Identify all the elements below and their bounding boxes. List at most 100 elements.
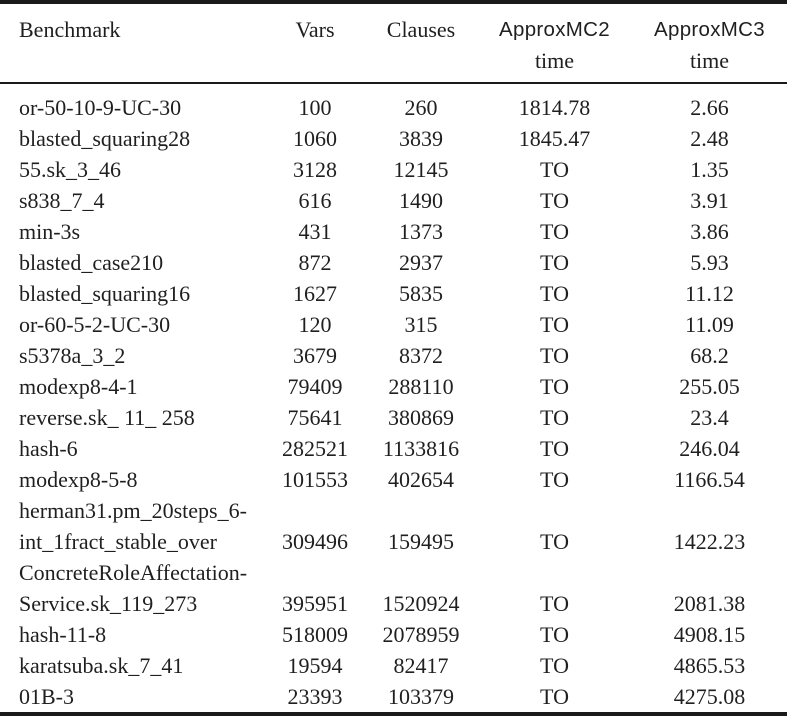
clauses-cell — [365, 557, 477, 588]
approxmc2-time-cell: TO — [540, 684, 569, 709]
vars-cell: 75641 — [287, 405, 343, 430]
approxmc2-time-cell: TO — [540, 281, 569, 306]
vars-cell: 1627 — [293, 281, 337, 306]
table-row: modexp8-5-8 101553 402654 TO 1166.54 — [0, 464, 787, 495]
approxmc3-time-cell — [632, 557, 787, 588]
col-header-vars: Vars — [295, 17, 335, 42]
table-row: reverse.sk_ 11_ 258 75641 380869 TO 23.4 — [0, 402, 787, 433]
clauses-cell: 3839 — [399, 126, 443, 151]
vars-cell: 100 — [298, 95, 332, 120]
approxmc3-time-cell: 2.48 — [690, 126, 729, 151]
vars-cell: 309496 — [282, 529, 348, 554]
approxmc2-time-cell: 1845.47 — [518, 126, 591, 151]
approxmc3-time-cell: 3.86 — [690, 219, 729, 244]
clauses-cell: 5835 — [399, 281, 443, 306]
approxmc2-time-cell: TO — [540, 157, 569, 182]
clauses-cell: 1520924 — [382, 591, 460, 616]
approxmc3-time-cell: 3.91 — [690, 188, 729, 213]
table-row: karatsuba.sk_7_41 19594 82417 TO 4865.53 — [0, 650, 787, 681]
approxmc3-time-cell: 1422.23 — [673, 529, 746, 554]
clauses-cell: 380869 — [388, 405, 454, 430]
benchmark-name-cell: blasted_squaring16 — [19, 281, 191, 306]
benchmark-name-cell: int_1fract_stable_over — [19, 529, 217, 554]
approxmc2-time-cell: TO — [540, 188, 569, 213]
clauses-cell: 1490 — [399, 188, 443, 213]
benchmark-name-cell: herman31.pm_20steps_6- — [19, 498, 247, 523]
benchmark-name-cell: modexp8-5-8 — [19, 467, 138, 492]
table-row: blasted_squaring16 1627 5835 TO 11.12 — [0, 278, 787, 309]
approxmc2-time-cell: 1814.78 — [518, 95, 591, 120]
table-row: 01B-3 23393 103379 TO 4275.08 — [0, 681, 787, 714]
approxmc3-time-cell: 5.93 — [690, 250, 729, 275]
table-body: or-50-10-9-UC-30 100 260 1814.78 2.66 blasted… — [0, 83, 787, 714]
col-header-approxmc2: ApproxMC2 — [499, 18, 610, 41]
approxmc3-time-cell: 246.04 — [679, 436, 740, 461]
header-row-2: time time — [0, 45, 787, 83]
approxmc2-time-cell: TO — [540, 653, 569, 678]
col-header-benchmark: Benchmark — [19, 17, 121, 42]
col-header-clauses: Clauses — [386, 17, 456, 42]
approxmc3-time-cell: 4865.53 — [673, 653, 746, 678]
benchmark-name-cell: or-60-5-2-UC-30 — [19, 312, 171, 337]
approxmc3-time-cell: 68.2 — [690, 343, 729, 368]
table-row: min-3s 431 1373 TO 3.86 — [0, 216, 787, 247]
approxmc3-time-cell: 4275.08 — [673, 684, 746, 709]
table-row: hash-6 282521 1133816 TO 246.04 — [0, 433, 787, 464]
vars-cell: 872 — [298, 250, 332, 275]
clauses-cell — [365, 495, 477, 526]
table-header: Benchmark Vars Clauses ApproxMC2 ApproxM… — [0, 2, 787, 83]
benchmark-name-cell: karatsuba.sk_7_41 — [19, 653, 184, 678]
table-row: or-60-5-2-UC-30 120 315 TO 11.09 — [0, 309, 787, 340]
approxmc2-time-cell: TO — [540, 343, 569, 368]
approxmc2-time-cell: TO — [540, 622, 569, 647]
vars-cell: 101553 — [282, 467, 348, 492]
table-row: s5378a_3_2 3679 8372 TO 68.2 — [0, 340, 787, 371]
approxmc3-time-cell: 23.4 — [690, 405, 729, 430]
clauses-cell: 8372 — [399, 343, 443, 368]
benchmark-name-cell: Service.sk_119_273 — [19, 591, 198, 616]
approxmc2-time-cell: TO — [540, 467, 569, 492]
table-row: s838_7_4 616 1490 TO 3.91 — [0, 185, 787, 216]
clauses-cell: 159495 — [388, 529, 454, 554]
vars-cell: 431 — [298, 219, 332, 244]
benchmark-name-cell: ConcreteRoleAffectation- — [19, 560, 248, 585]
approxmc3-time-cell: 2081.38 — [673, 591, 746, 616]
approxmc3-time-cell: 1.35 — [690, 157, 729, 182]
table-row: Service.sk_119_273 395951 1520924 TO 2081.38 — [0, 588, 787, 619]
vars-cell: 3128 — [293, 157, 337, 182]
table-row: blasted_squaring28 1060 3839 1845.47 2.48 — [0, 123, 787, 154]
approxmc2-time-cell: TO — [540, 405, 569, 430]
benchmark-name-cell: hash-11-8 — [19, 622, 107, 647]
clauses-cell: 260 — [404, 95, 438, 120]
vars-cell — [265, 495, 365, 526]
benchmark-name-cell: s5378a_3_2 — [19, 343, 126, 368]
approxmc3-time-cell: 11.12 — [685, 281, 734, 306]
benchmark-name-cell: 55.sk_3_46 — [19, 157, 122, 182]
vars-cell: 23393 — [287, 684, 343, 709]
table-row: blasted_case210 872 2937 TO 5.93 — [0, 247, 787, 278]
benchmark-name-cell: reverse.sk_ 11_ 258 — [19, 405, 195, 430]
approxmc3-time-cell: 11.09 — [685, 312, 734, 337]
benchmark-name-cell: min-3s — [19, 219, 81, 244]
clauses-cell: 2937 — [399, 250, 443, 275]
approxmc3-time-cell: 4908.15 — [673, 622, 746, 647]
table-row: herman31.pm_20steps_6- — [0, 495, 787, 526]
vars-cell: 3679 — [293, 343, 337, 368]
clauses-cell: 82417 — [393, 653, 449, 678]
clauses-cell: 1373 — [399, 219, 443, 244]
clauses-cell: 288110 — [388, 374, 454, 399]
header-row-1: Benchmark Vars Clauses ApproxMC2 ApproxM… — [0, 2, 787, 45]
benchmark-name-cell: s838_7_4 — [19, 188, 105, 213]
approxmc3-time-cell: 2.66 — [690, 95, 729, 120]
table-row: or-50-10-9-UC-30 100 260 1814.78 2.66 — [0, 83, 787, 123]
approxmc3-time-cell: 1166.54 — [674, 467, 745, 492]
benchmark-name-cell: or-50-10-9-UC-30 — [19, 95, 182, 120]
approxmc3-time-cell: 255.05 — [679, 374, 740, 399]
clauses-cell: 12145 — [393, 157, 449, 182]
approxmc3-time-cell — [632, 495, 787, 526]
approxmc2-time-cell: TO — [540, 250, 569, 275]
vars-cell: 19594 — [287, 653, 343, 678]
benchmark-name-cell: blasted_case210 — [19, 250, 164, 275]
vars-cell: 79409 — [287, 374, 343, 399]
table-row: modexp8-4-1 79409 288110 TO 255.05 — [0, 371, 787, 402]
